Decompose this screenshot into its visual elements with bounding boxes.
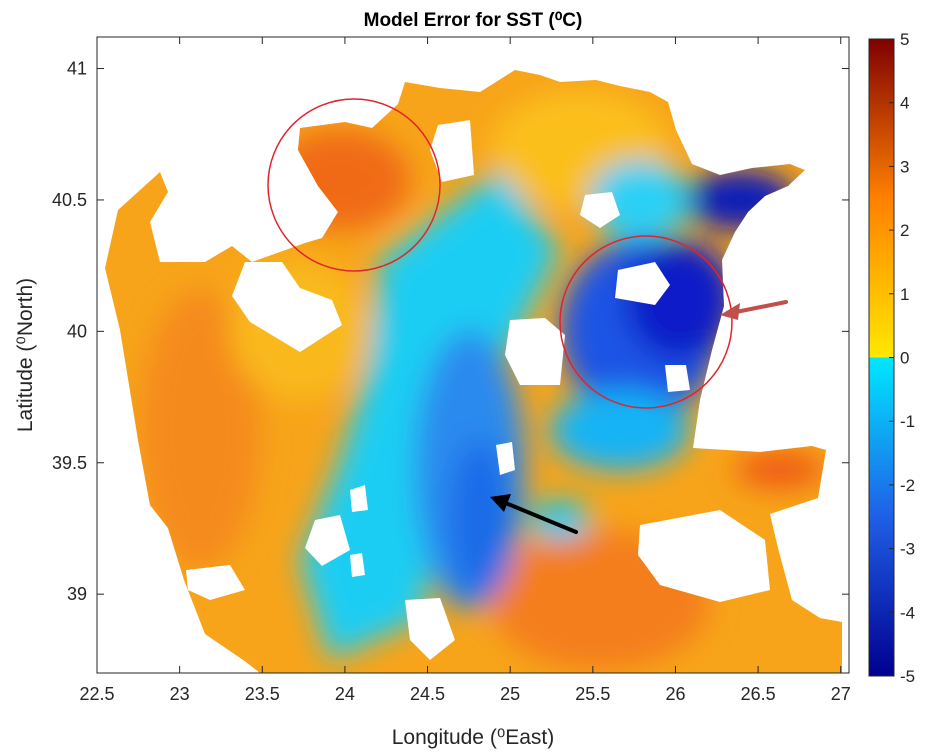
colorbar-tick-label: 5 <box>900 30 909 49</box>
colorbar-tick-label: -5 <box>900 667 915 686</box>
x-tick-label: 23.5 <box>245 684 280 704</box>
x-tick-label: 27 <box>831 684 851 704</box>
y-tick-label: 39.5 <box>52 453 87 473</box>
axes-frame <box>96 36 850 674</box>
y-tick-label: 41 <box>67 59 87 79</box>
x-tick-label: 22.5 <box>79 684 114 704</box>
x-tick-label: 23 <box>170 684 190 704</box>
colorbar-tick-label: -3 <box>900 540 915 559</box>
annotations <box>267 98 788 534</box>
colorbar-tick-label: 1 <box>900 285 909 304</box>
annotation-circle-northwest <box>267 98 441 272</box>
islands <box>186 120 770 660</box>
colorbar-tick-label: 2 <box>900 221 909 240</box>
x-tick-label: 26 <box>665 684 685 704</box>
y-axis-label: Latitude (⁰North) <box>14 278 37 432</box>
colorbar-tick-label: 0 <box>900 349 909 368</box>
chart-title: Model Error for SST (⁰C) <box>364 10 583 31</box>
y-tick-label: 40 <box>67 321 87 341</box>
y-tick-label: 39 <box>67 584 87 604</box>
x-tick-label: 24.5 <box>410 684 445 704</box>
x-axis-label: Longitude (⁰East) <box>392 726 555 749</box>
colorbar-tick-label: -1 <box>900 412 915 431</box>
annotation-arrow-black <box>490 494 578 534</box>
colorbar-tick-label: 3 <box>900 157 909 176</box>
plot-area <box>97 37 849 673</box>
colorbar-ticks: 5 4 3 2 1 0 -1 -2 -3 -4 -5 <box>889 30 915 686</box>
x-tick-label: 25.5 <box>575 684 610 704</box>
x-tick-label: 25 <box>500 684 520 704</box>
x-tick-label: 26.5 <box>741 684 776 704</box>
colorbar-tick-label: -4 <box>900 603 915 622</box>
annotation-circle-northeast <box>559 235 733 409</box>
x-axis: 22.5 23 23.5 24 24.5 25 25.5 26 26.5 27 <box>79 37 851 704</box>
x-tick-label: 24 <box>335 684 355 704</box>
y-tick-label: 40.5 <box>52 190 87 210</box>
colorbar-tick-label: 4 <box>900 94 909 113</box>
colorbar: 5 4 3 2 1 0 -1 -2 -3 -4 -5 <box>868 30 915 686</box>
annotation-arrow-red <box>720 300 788 320</box>
y-axis: 39 39.5 40 40.5 41 <box>52 59 849 604</box>
colorbar-tick-label: -2 <box>900 476 915 495</box>
